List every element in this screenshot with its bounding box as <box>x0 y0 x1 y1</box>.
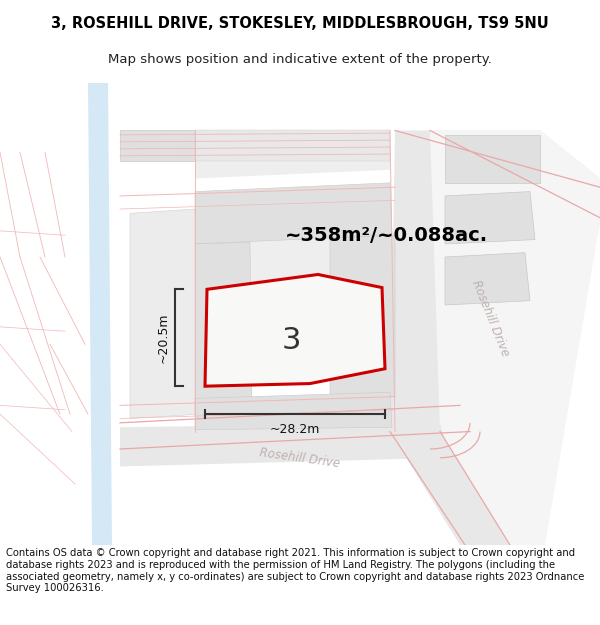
Polygon shape <box>445 135 540 183</box>
Polygon shape <box>195 188 395 288</box>
Polygon shape <box>88 82 112 545</box>
Polygon shape <box>195 139 390 179</box>
Polygon shape <box>120 131 195 161</box>
Polygon shape <box>205 274 385 386</box>
Polygon shape <box>390 131 600 545</box>
Polygon shape <box>195 183 392 244</box>
Polygon shape <box>120 423 450 466</box>
Polygon shape <box>445 253 530 305</box>
Polygon shape <box>195 242 252 416</box>
Text: Rosehill Drive: Rosehill Drive <box>469 278 511 358</box>
Text: ~358m²/~0.088ac.: ~358m²/~0.088ac. <box>285 226 488 245</box>
Polygon shape <box>195 131 390 161</box>
Text: ~20.5m: ~20.5m <box>157 312 170 363</box>
Polygon shape <box>135 431 430 462</box>
Text: 3, ROSEHILL DRIVE, STOKESLEY, MIDDLESBROUGH, TS9 5NU: 3, ROSEHILL DRIVE, STOKESLEY, MIDDLESBRO… <box>51 16 549 31</box>
Polygon shape <box>330 235 395 398</box>
Polygon shape <box>195 392 392 430</box>
Polygon shape <box>445 192 535 244</box>
Text: 3: 3 <box>281 326 301 355</box>
Polygon shape <box>130 209 200 419</box>
Text: Contains OS data © Crown copyright and database right 2021. This information is : Contains OS data © Crown copyright and d… <box>6 548 584 593</box>
Text: Rosehill Drive: Rosehill Drive <box>259 446 341 470</box>
Text: Map shows position and indicative extent of the property.: Map shows position and indicative extent… <box>108 53 492 66</box>
Text: ~28.2m: ~28.2m <box>270 423 320 436</box>
Polygon shape <box>430 131 600 545</box>
